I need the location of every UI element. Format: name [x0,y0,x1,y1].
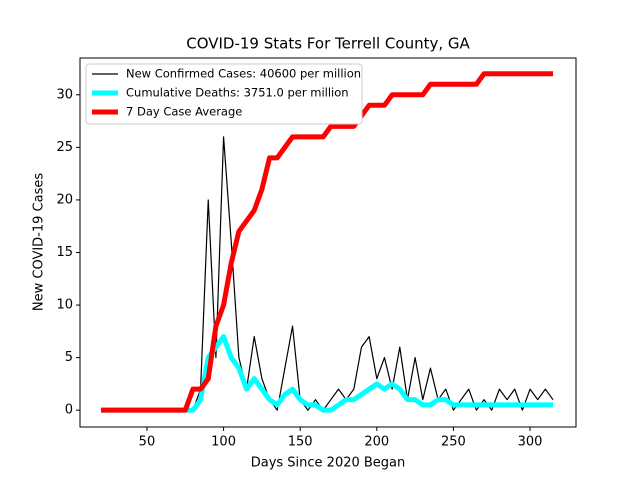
legend-label: New Confirmed Cases: 40600 per million [126,67,361,81]
data-line [100,71,554,413]
plot-frame [79,57,577,428]
x-tick-label: 250 [441,435,466,450]
x-tick-label: 200 [364,435,389,450]
y-tick-label: 30 [56,87,73,102]
x-axis-label: Days Since 2020 Began [251,456,406,471]
legend-label: 7 Day Case Average [126,105,242,119]
x-tick-label: 300 [518,435,543,450]
x-tick-label: 100 [211,435,236,450]
legend: New Confirmed Cases: 40600 per million Cu… [85,63,363,125]
y-tick-label: 5 [65,350,73,365]
y-tick-label: 10 [56,298,73,313]
x-tick-label: 150 [288,435,313,450]
legend-label: Cumulative Deaths: 3751.0 per million [126,86,349,100]
chart-title: COVID-19 Stats For Terrell County, GA [186,35,470,53]
y-axis-label: New COVID-19 Cases [32,173,47,311]
y-tick-label: 25 [56,140,73,155]
legend-box [85,63,363,125]
y-tick-label: 15 [56,245,73,260]
y-tick-label: 20 [56,192,73,207]
x-tick-label: 50 [139,435,156,450]
y-tick-label: 0 [65,403,73,418]
